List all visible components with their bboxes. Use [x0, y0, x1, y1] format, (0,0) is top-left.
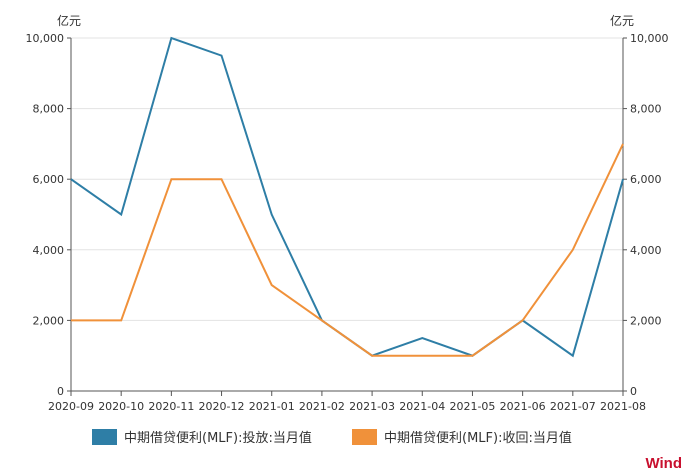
x-tick-label: 2021-05	[449, 400, 495, 413]
series-lines	[70, 36, 624, 358]
x-tick-label: 2020-12	[199, 400, 245, 413]
right-axis-unit: 亿元	[610, 13, 634, 28]
left-y-tick-label: 6,000	[33, 173, 65, 186]
right-y-tick-label: 2,000	[630, 314, 662, 327]
right-y-tick-label: 6,000	[630, 173, 662, 186]
x-tick-label: 2020-11	[148, 400, 194, 413]
right-y-tick-label: 4,000	[630, 244, 662, 257]
left-y-tick-label: 10,000	[26, 32, 65, 45]
x-tick-label: 2021-06	[500, 400, 546, 413]
legend-label-2: 中期借贷便利(MLF):收回:当月值	[384, 430, 572, 446]
left-y-tick-label: 2,000	[33, 314, 65, 327]
series-line-2	[71, 143, 624, 357]
left-axis-unit: 亿元	[57, 13, 81, 28]
right-y-tick-label: 8,000	[630, 103, 662, 116]
x-tick-label: 2020-09	[48, 400, 94, 413]
x-tick-label: 2021-03	[349, 400, 395, 413]
x-tick-label: 2021-08	[600, 400, 646, 413]
legend-swatch-1	[92, 429, 117, 445]
left-y-tick-label: 8,000	[33, 103, 65, 116]
gridlines	[71, 37, 623, 321]
right-y-tick-label: 0	[630, 385, 637, 398]
x-tick-label: 2021-02	[299, 400, 345, 413]
series-line-1	[70, 36, 624, 358]
x-tick-label: 2021-01	[249, 400, 295, 413]
legend-label-1: 中期借贷便利(MLF):投放:当月值	[124, 430, 312, 446]
left-y-tick-label: 4,000	[33, 244, 65, 257]
legend: 中期借贷便利(MLF):投放:当月值 中期借贷便利(MLF):收回:当月值	[92, 429, 572, 446]
x-tick-label: 2021-04	[399, 400, 445, 413]
x-tick-label: 2020-10	[98, 400, 144, 413]
left-y-tick-label: 0	[57, 385, 64, 398]
right-y-tick-label: 10,000	[630, 32, 669, 45]
wind-watermark: Wind	[645, 455, 682, 472]
x-tick-label: 2021-07	[550, 400, 596, 413]
legend-swatch-2	[352, 429, 377, 445]
axes: 0 0 2,000 2,000 4,000 4,000 6,000 6,000 8,000 8,0…	[26, 32, 669, 413]
